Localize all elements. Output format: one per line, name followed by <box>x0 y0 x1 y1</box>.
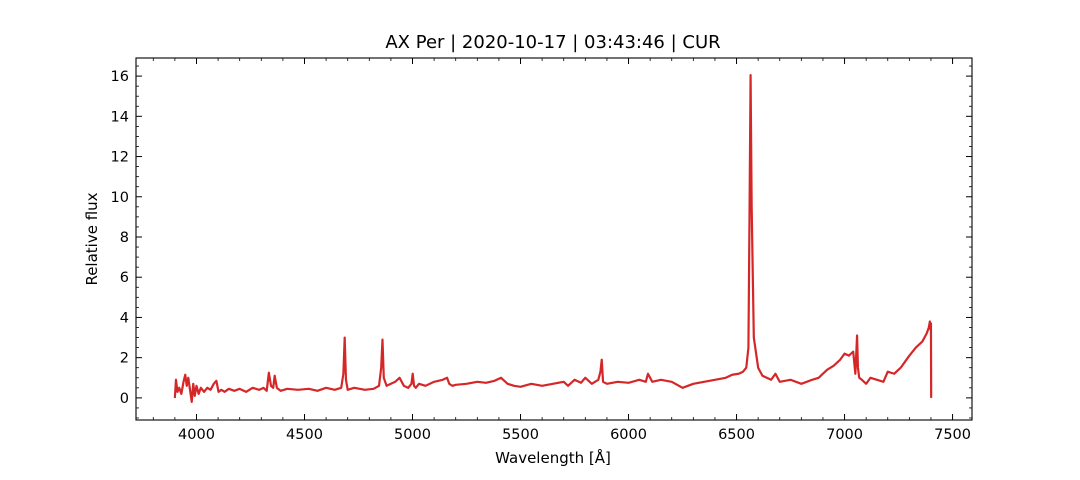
y-tick-label-16: 16 <box>111 69 129 85</box>
y-tick-label-2: 2 <box>120 351 129 367</box>
x-tick-label-5500: 5500 <box>502 427 539 443</box>
plot-frame <box>135 57 973 421</box>
chart-title: AX Per | 2020-10-17 | 03:43:46 | CUR <box>385 32 720 53</box>
y-tick-label-4: 4 <box>120 310 129 326</box>
x-tick-label-4000: 4000 <box>178 427 215 443</box>
y-tick-label-12: 12 <box>111 150 129 166</box>
y-tick-label-0: 0 <box>120 391 129 407</box>
x-tick-label-6500: 6500 <box>718 427 755 443</box>
y-tick-label-14: 14 <box>111 109 129 125</box>
y-tick-label-10: 10 <box>111 190 129 206</box>
y-tick-label-8: 8 <box>120 230 129 246</box>
x-tick-label-7500: 7500 <box>934 427 971 443</box>
y-axis-label: Relative flux <box>83 192 101 285</box>
y-tick-label-6: 6 <box>120 270 129 286</box>
x-tick-label-5000: 5000 <box>394 427 431 443</box>
spectrum-line-0 <box>173 73 933 403</box>
x-tick-label-7000: 7000 <box>826 427 863 443</box>
x-tick-label-4500: 4500 <box>286 427 323 443</box>
x-axis-label: Wavelength [Å] <box>495 448 611 467</box>
plot-area: 4000 4500 5000 5500 6000 6500 7000 7500 0 2 4 6 8 10 1… <box>111 57 973 443</box>
x-tick-label-6000: 6000 <box>610 427 647 443</box>
